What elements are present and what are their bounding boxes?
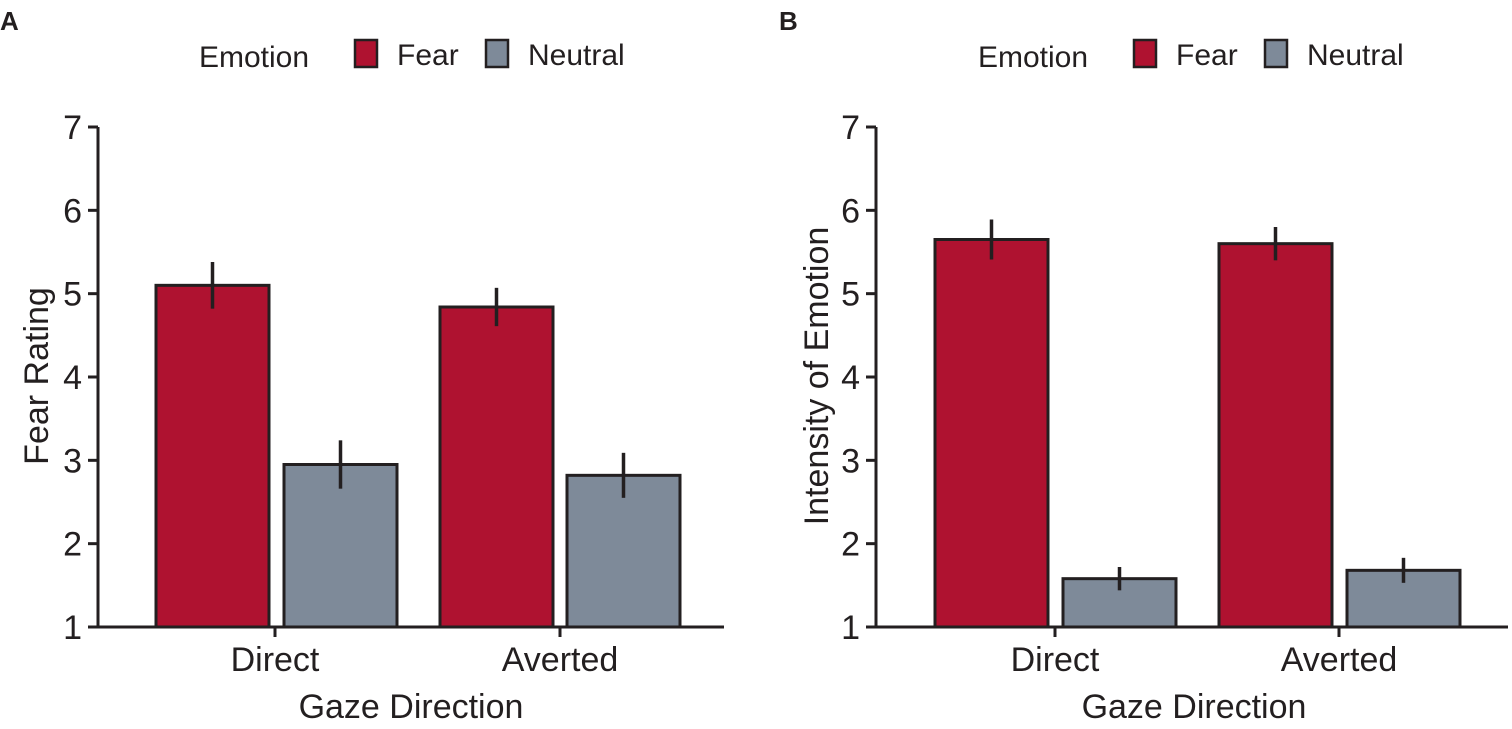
panel-a-y-tick-label-2: 2: [63, 526, 82, 564]
panel-b-error-bars: [989, 219, 1406, 591]
panel-b-x-tick-label-direct: Direct: [1011, 641, 1100, 679]
panel-b-chart: B Emotion Fear Neutral 1 2 3 4 5 6 7 Direct Av…: [779, 6, 1508, 726]
panel-b-y-tick-label-3: 3: [841, 442, 860, 480]
panel-a-y-tick-label-4: 4: [63, 359, 82, 397]
panel-b-bar-direct-fear: [933, 238, 1050, 629]
panel-a-y-axis-title: Fear Rating: [18, 287, 56, 465]
panel-b-legend-fear-swatch: [1132, 38, 1158, 69]
panel-b-bar-averted-fear: [1217, 242, 1334, 629]
panel-a-bars: [154, 283, 682, 629]
panel-a-legend-fear-label: Fear: [397, 39, 459, 72]
panel-b-y-axis: 1 2 3 4 5 6 7: [841, 109, 878, 647]
panel-a-bar-direct-neutral: [282, 463, 399, 629]
panel-a-y-tick-label-6: 6: [63, 192, 82, 230]
panel-b-legend-title: Emotion: [978, 41, 1088, 74]
panel-a-bar-averted-neutral: [565, 473, 682, 629]
panel-b-y-tick-label-2: 2: [841, 526, 860, 564]
panel-a-legend-neutral-label: Neutral: [528, 39, 625, 72]
panel-a-x-tick-label-direct: Direct: [231, 641, 320, 679]
panel-a-error-bars: [210, 262, 626, 498]
panel-b-y-tick-label-1: 1: [841, 609, 860, 647]
panel-b-legend: Emotion Fear Neutral: [978, 38, 1404, 74]
panel-a-legend: Emotion Fear Neutral: [199, 38, 625, 74]
panel-b-legend-neutral-swatch: [1263, 38, 1289, 69]
panel-b-y-tick-label-6: 6: [841, 192, 860, 230]
panel-a-bar-direct-fear: [154, 283, 271, 629]
panel-b-letter: B: [779, 6, 798, 36]
panel-a-legend-fear-swatch: [353, 38, 379, 69]
panel-a-y-tick-label-1: 1: [63, 609, 82, 647]
panel-b-y-tick-label-7: 7: [841, 109, 860, 147]
panel-a-x-axis-title: Gaze Direction: [299, 688, 524, 726]
panel-a-legend-neutral-swatch: [484, 38, 510, 69]
panel-a-bar-averted-fear: [438, 305, 555, 629]
panel-a-legend-title: Emotion: [199, 41, 309, 74]
panel-a-y-axis: 1 2 3 4 5 6 7: [63, 109, 100, 647]
panel-b-x-axis-title: Gaze Direction: [1082, 688, 1307, 726]
panel-a-x-tick-label-averted: Averted: [502, 641, 619, 679]
panel-b-legend-neutral-label: Neutral: [1307, 39, 1404, 72]
panel-a-chart: A Emotion Fear Neutral 1 2 3 4 5 6 7 Direct Av…: [0, 6, 724, 726]
panel-b-y-tick-label-4: 4: [841, 359, 860, 397]
panel-b-y-tick-label-5: 5: [841, 276, 860, 314]
panel-a-y-tick-label-5: 5: [63, 276, 82, 314]
panel-a-y-tick-label-3: 3: [63, 442, 82, 480]
panel-a-y-tick-label-7: 7: [63, 109, 82, 147]
panel-b-legend-fear-label: Fear: [1176, 39, 1238, 72]
panel-b-x-tick-label-averted: Averted: [1281, 641, 1398, 679]
panel-a-letter: A: [0, 6, 19, 36]
panel-b-bars: [933, 238, 1462, 629]
panel-b-y-axis-title: Intensity of Emotion: [798, 227, 836, 526]
